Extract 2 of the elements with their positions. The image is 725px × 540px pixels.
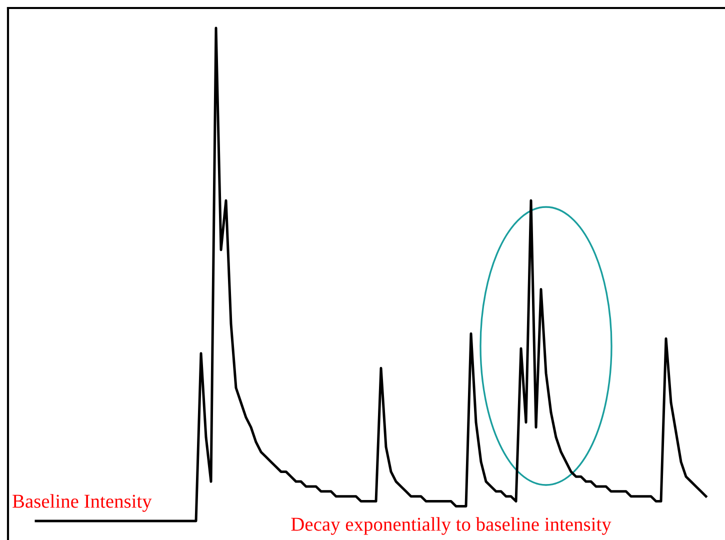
annotation: Decay exponentially to baseline intensity — [291, 517, 612, 535]
annotation: Baseline Intensity — [12, 494, 152, 512]
